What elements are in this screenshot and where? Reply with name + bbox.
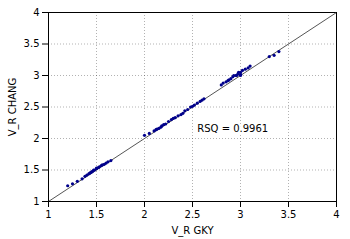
svg-text:3.5: 3.5 [281,209,297,220]
svg-text:1.5: 1.5 [24,164,40,175]
svg-text:2.5: 2.5 [185,209,201,220]
svg-text:1: 1 [45,209,51,220]
svg-text:V_R GKY: V_R GKY [171,225,214,237]
svg-text:3: 3 [237,209,243,220]
svg-text:2: 2 [141,209,147,220]
svg-text:3.5: 3.5 [24,38,40,49]
svg-text:3: 3 [33,70,39,81]
svg-text:1: 1 [33,196,39,207]
svg-text:RSQ = 0.9961: RSQ = 0.9961 [197,123,268,134]
svg-text:1.5: 1.5 [89,209,105,220]
svg-text:2.5: 2.5 [24,101,40,112]
svg-text:4: 4 [33,7,39,18]
svg-text:V_R CHANG: V_R CHANG [7,78,19,137]
svg-text:2: 2 [33,133,39,144]
svg-text:4: 4 [333,209,339,220]
